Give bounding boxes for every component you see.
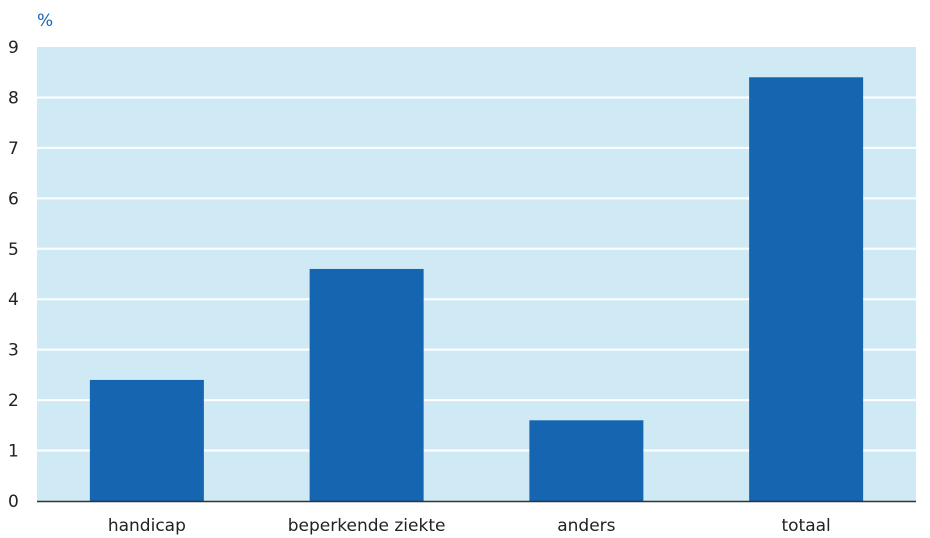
y-tick-labels: 0 1 2 3 4 5 6 7 8 9 <box>8 38 19 512</box>
bar-anders <box>529 420 643 501</box>
y-tick-label: 6 <box>8 189 19 209</box>
y-tick-label: 4 <box>8 290 19 310</box>
x-tick-label: totaal <box>781 516 830 536</box>
y-tick-label: 0 <box>8 492 19 512</box>
bar-totaal <box>749 77 863 501</box>
x-tick-label: handicap <box>108 516 186 536</box>
y-tick-label: 8 <box>8 88 19 108</box>
y-tick-label: 3 <box>8 341 19 361</box>
x-tick-label: beperkende ziekte <box>288 516 446 536</box>
bar-handicap <box>90 380 204 501</box>
y-tick-label: 2 <box>8 391 19 411</box>
y-tick-label: 1 <box>8 442 19 462</box>
y-tick-label: 9 <box>8 38 19 58</box>
x-tick-labels: handicap beperkende ziekte anders totaal <box>108 516 831 536</box>
y-tick-label: 5 <box>8 240 19 260</box>
bar-beperkende-ziekte <box>310 269 424 501</box>
y-tick-label: 7 <box>8 139 19 159</box>
y-unit-label: % <box>37 11 53 31</box>
x-tick-label: anders <box>557 516 615 536</box>
